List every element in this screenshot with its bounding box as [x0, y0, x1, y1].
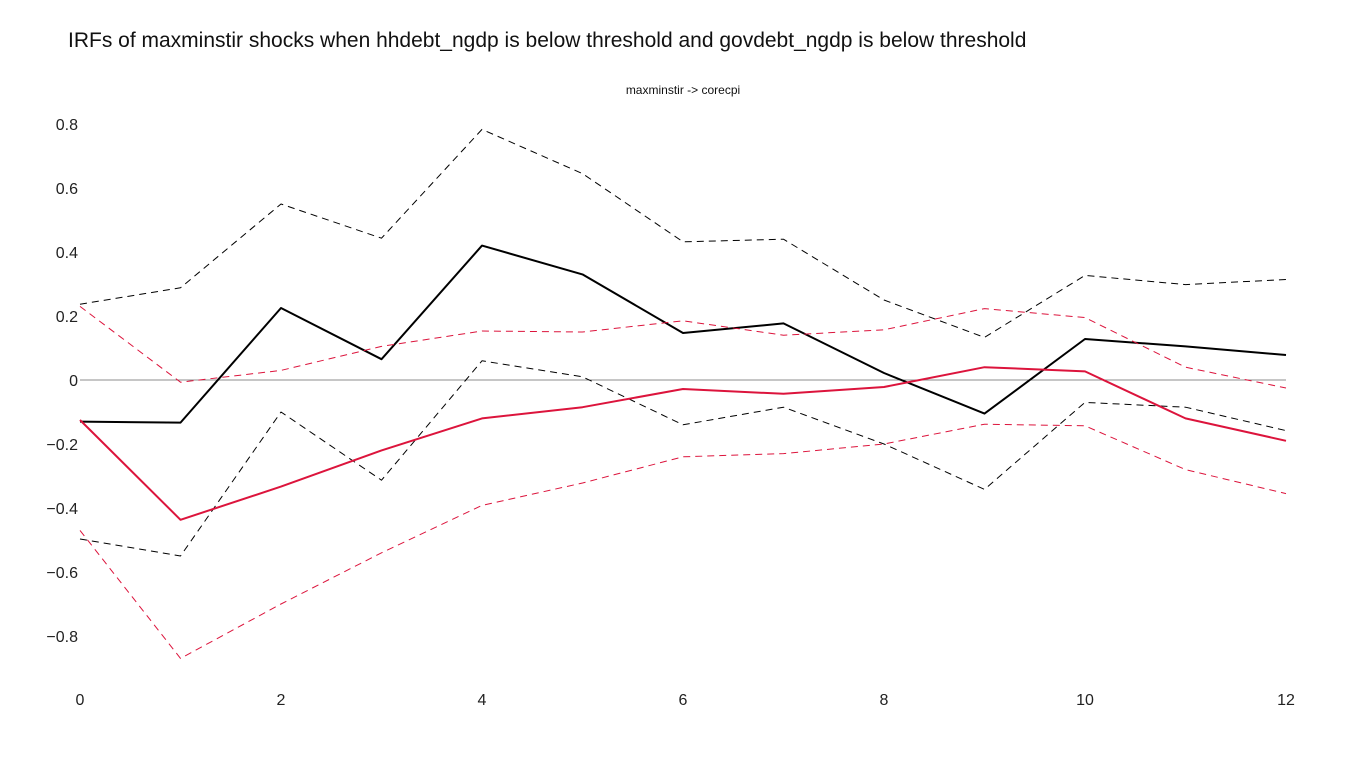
- y-tick-label: −0.2: [46, 437, 78, 454]
- y-tick-label: −0.8: [46, 629, 78, 646]
- red-band-line-4: [79, 306, 1287, 389]
- subplot-title: maxminstir -> corecpi: [625, 83, 741, 97]
- red-irf-line-3: [79, 366, 1287, 521]
- x-tick-label: 0: [76, 692, 85, 709]
- y-tick-label: 0: [69, 373, 78, 390]
- black-band-line-2: [79, 360, 1287, 557]
- x-tick-label: 4: [478, 692, 487, 709]
- y-tick-label: −0.6: [46, 565, 78, 582]
- chart-title: IRFs of maxminstir shocks when hhdebt_ng…: [68, 29, 1027, 52]
- red-band-line-5: [79, 423, 1287, 659]
- x-tick-label: 6: [679, 692, 688, 709]
- x-tick-label: 8: [880, 692, 889, 709]
- black-band-line-1: [79, 128, 1287, 338]
- x-tick-label: 12: [1277, 692, 1295, 709]
- black-irf-line-0: [79, 244, 1287, 424]
- x-tick-label: 10: [1076, 692, 1094, 709]
- x-tick-label: 2: [277, 692, 286, 709]
- y-tick-label: 0.4: [56, 245, 78, 262]
- y-tick-label: 0.2: [56, 309, 78, 326]
- y-tick-label: −0.4: [46, 501, 78, 518]
- y-tick-label: 0.6: [56, 181, 78, 198]
- y-tick-label: 0.8: [56, 117, 78, 134]
